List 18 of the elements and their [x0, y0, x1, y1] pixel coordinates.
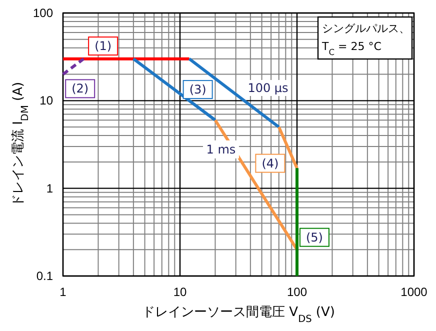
- x-tick-label: 100: [286, 285, 308, 299]
- y-tick-label: 1: [46, 181, 54, 196]
- x-tick-label: 1: [60, 285, 67, 299]
- x-axis-title: ドレインーソース間電圧 V$_{DS}$ (V): [142, 305, 335, 324]
- annotation: (5): [306, 230, 323, 244]
- annotation: 1 ms: [206, 142, 236, 156]
- annotation: (1): [94, 39, 112, 54]
- y-tick-label: 0.1: [36, 269, 54, 283]
- annotation: シングルパルス、: [322, 22, 410, 35]
- annotation: 100 µs: [248, 81, 288, 95]
- y-tick-label: 100: [32, 6, 54, 20]
- x-tick-label: 10: [173, 285, 187, 299]
- y-tick-label: 10: [40, 94, 54, 108]
- annotation: (4): [262, 156, 279, 170]
- annotation: (3): [189, 82, 206, 97]
- annotation: T$_{C}$ = 25 °C: [321, 40, 382, 57]
- x-tick-label: 1000: [400, 285, 428, 299]
- annotation: (2): [72, 82, 89, 96]
